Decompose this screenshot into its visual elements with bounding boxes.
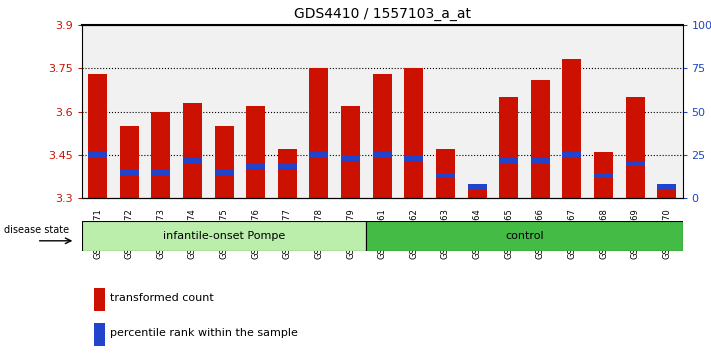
Bar	[626, 161, 645, 166]
Bar	[183, 103, 202, 198]
Bar	[215, 170, 233, 175]
Bar	[594, 152, 613, 198]
Bar	[373, 152, 392, 158]
Bar	[405, 155, 423, 161]
Bar	[246, 106, 265, 198]
Bar	[588, 25, 619, 198]
Bar	[119, 126, 139, 198]
Bar	[468, 184, 486, 189]
Bar	[208, 25, 240, 198]
Bar	[556, 25, 588, 198]
Bar	[657, 184, 676, 189]
Bar	[94, 288, 105, 311]
Bar	[278, 149, 296, 198]
Bar	[373, 74, 392, 198]
Bar	[594, 172, 613, 178]
Bar	[309, 68, 328, 198]
Bar	[468, 184, 486, 198]
Bar	[531, 158, 550, 164]
Text: disease state: disease state	[4, 225, 69, 235]
Bar	[88, 74, 107, 198]
Bar	[341, 106, 360, 198]
Bar	[461, 25, 493, 198]
Bar	[113, 25, 145, 198]
Bar	[626, 97, 645, 198]
Bar	[619, 25, 651, 198]
Text: control: control	[505, 231, 544, 241]
Bar	[278, 164, 296, 169]
Bar	[398, 25, 429, 198]
Bar	[88, 152, 107, 158]
Text: percentile rank within the sample: percentile rank within the sample	[110, 328, 298, 338]
Text: infantile-onset Pompe: infantile-onset Pompe	[163, 231, 285, 241]
Bar	[651, 25, 683, 198]
Bar	[499, 97, 518, 198]
Bar	[436, 149, 455, 198]
Bar	[341, 155, 360, 161]
Bar	[246, 164, 265, 169]
Bar	[366, 25, 398, 198]
Bar	[436, 172, 455, 178]
Bar	[303, 25, 335, 198]
Bar	[309, 152, 328, 158]
Bar	[215, 126, 233, 198]
Bar	[562, 152, 582, 158]
Bar	[657, 184, 676, 198]
Bar	[82, 221, 366, 251]
Bar	[525, 25, 556, 198]
Bar	[240, 25, 272, 198]
Bar	[366, 221, 683, 251]
Bar	[493, 25, 525, 198]
Title: GDS4410 / 1557103_a_at: GDS4410 / 1557103_a_at	[294, 7, 471, 21]
Bar	[499, 158, 518, 164]
Bar	[562, 59, 582, 198]
Bar	[145, 25, 176, 198]
Bar	[335, 25, 366, 198]
Bar	[176, 25, 208, 198]
Bar	[151, 112, 171, 198]
Bar	[531, 80, 550, 198]
Bar	[119, 170, 139, 175]
Bar	[151, 170, 171, 175]
Bar	[429, 25, 461, 198]
Bar	[405, 68, 423, 198]
Bar	[272, 25, 303, 198]
Text: transformed count: transformed count	[110, 293, 214, 303]
Bar	[82, 25, 113, 198]
Bar	[94, 323, 105, 346]
Bar	[183, 158, 202, 164]
